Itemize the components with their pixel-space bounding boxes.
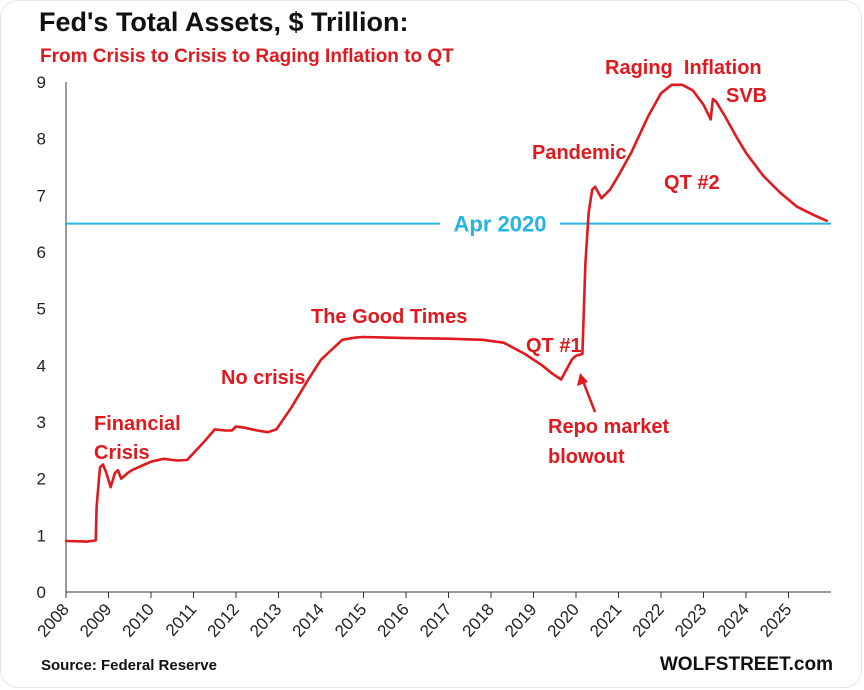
series-line-total-assets	[64, 83, 829, 543]
x-tick-label: 2021	[586, 600, 625, 641]
reference-line-group: Apr 2020	[66, 212, 831, 237]
source-note: Source: Federal Reserve	[41, 657, 217, 674]
x-tick-label: 2009	[76, 600, 115, 641]
x-tick-label: 2017	[416, 600, 455, 641]
y-tick-label: 4	[37, 356, 46, 375]
brand-logo-text: WOLFSTREET.com	[659, 654, 833, 675]
y-tick-label: 2	[37, 470, 46, 489]
y-tick-label: 0	[37, 583, 46, 602]
annotation-blowout: blowout	[548, 446, 625, 468]
x-tick-label: 2010	[119, 600, 158, 641]
x-tick-label: 2022	[629, 600, 668, 641]
annotation-crisis: Crisis	[94, 442, 150, 464]
annotation-svb: SVB	[726, 85, 767, 107]
x-tick-label: 2011	[162, 600, 201, 640]
annotations-group: Financial Crisis No crisis The Good Time…	[94, 57, 767, 468]
repo-arrow-head	[577, 373, 588, 386]
repo-arrow-shaft	[581, 380, 597, 413]
annotation-no-crisis: No crisis	[221, 367, 305, 389]
annotation-raging-inflation: Raging Inflation	[605, 57, 762, 79]
chart-subtitle: From Crisis to Crisis to Raging Inflatio…	[40, 46, 454, 67]
x-tick-label: 2013	[246, 600, 285, 641]
annotation-qt2: QT #2	[664, 172, 720, 194]
y-tick-label: 9	[37, 73, 46, 92]
x-tick-label: 2020	[544, 600, 583, 641]
reference-line-label: Apr 2020	[454, 212, 547, 237]
x-tick-label: 2024	[714, 600, 753, 641]
x-tick-label: 2015	[331, 600, 370, 641]
annotation-repo-market: Repo market	[548, 416, 669, 438]
annotation-qt1: QT #1	[526, 335, 582, 357]
x-tick-label: 2018	[459, 600, 498, 641]
y-tick-label: 7	[37, 186, 46, 205]
chart-title: Fed's Total Assets, $ Trillion:	[39, 7, 409, 37]
x-tick-label: 2023	[671, 600, 710, 641]
y-tick-label: 8	[37, 130, 46, 149]
y-tick-label: 6	[37, 243, 46, 262]
x-tick-label: 2016	[374, 600, 413, 641]
x-tick-label: 2014	[289, 600, 328, 641]
annotation-financial: Financial	[94, 413, 181, 435]
annotation-good-times: The Good Times	[311, 306, 467, 328]
annotation-pandemic: Pandemic	[532, 142, 626, 164]
y-tick-label: 3	[37, 413, 46, 432]
y-tick-label: 5	[37, 300, 46, 319]
y-tick-label: 1	[37, 526, 46, 545]
series-group	[64, 83, 829, 543]
x-tick-label: 2019	[501, 600, 540, 641]
x-tick-label: 2025	[756, 600, 795, 641]
x-tick-label: 2008	[34, 600, 73, 641]
x-tick-label: 2012	[204, 600, 243, 641]
